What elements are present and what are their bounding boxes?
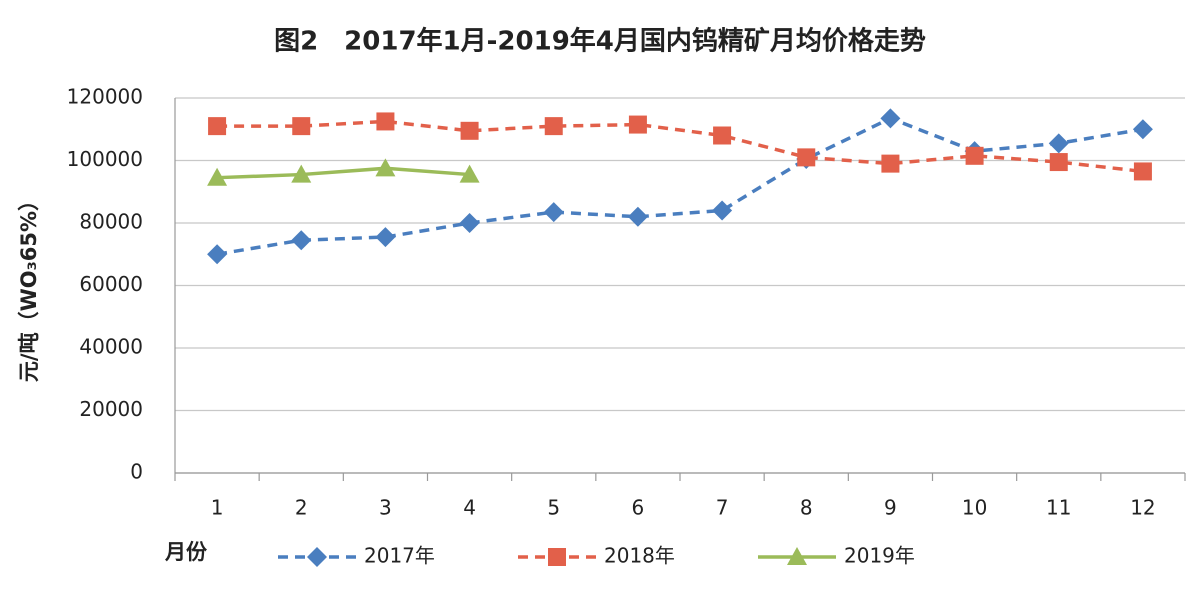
marker [460,121,479,140]
chart-title: 图2 2017年1月-2019年4月国内钨精矿月均价格走势 [274,26,926,57]
marker [207,244,228,265]
marker [375,227,396,248]
series-line [217,166,470,180]
marker [627,206,648,227]
x-axis-title: 月份 [164,540,208,564]
legend-label: 2017年 [364,544,435,568]
marker [1048,133,1069,154]
marker [207,167,228,186]
marker [1132,119,1153,140]
marker [628,115,647,134]
y-tick-label: 0 [130,460,143,484]
x-tick-label: 4 [463,496,476,520]
x-tick-label: 1 [211,496,224,520]
marker [291,230,312,251]
y-tick-label: 40000 [79,335,143,359]
x-tick-label: 12 [1130,496,1155,520]
marker [543,202,564,223]
series-line [216,116,1144,256]
marker [797,148,816,167]
x-tick-label: 6 [632,496,645,520]
x-tick-label: 10 [962,496,987,520]
legend-label: 2019年 [844,544,915,568]
x-tick-label: 9 [884,496,897,520]
marker [291,164,312,183]
marker [713,126,732,145]
x-tick-label: 2 [295,496,308,520]
marker [880,108,901,129]
y-tick-label: 80000 [79,210,143,234]
y-tick-label: 120000 [67,85,143,109]
marker [881,154,900,173]
x-tick-label: 11 [1046,496,1071,520]
marker [548,548,566,566]
x-tick-label: 8 [800,496,813,520]
marker [307,547,327,567]
marker [787,547,807,565]
y-axis-title: 元/吨（WO₃65%） [17,190,41,382]
x-tick-label: 3 [379,496,392,520]
x-tick-label: 7 [716,496,729,520]
x-tick-label: 5 [547,496,560,520]
marker [376,112,395,131]
marker [1049,153,1068,172]
marker [965,146,984,165]
marker [712,200,733,221]
series-line [217,119,1144,174]
marker [375,158,396,177]
legend-label: 2018年 [604,544,675,568]
marker [459,213,480,233]
marker [208,117,227,136]
y-tick-label: 20000 [79,397,143,421]
marker [459,164,480,183]
marker [544,117,563,136]
marker [292,117,311,136]
marker [1133,162,1152,181]
y-tick-label: 100000 [67,147,143,171]
y-tick-label: 60000 [79,272,143,296]
